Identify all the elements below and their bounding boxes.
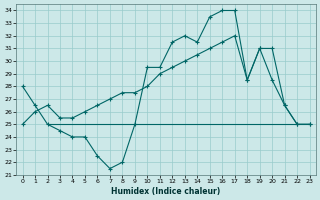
X-axis label: Humidex (Indice chaleur): Humidex (Indice chaleur) [111, 187, 221, 196]
